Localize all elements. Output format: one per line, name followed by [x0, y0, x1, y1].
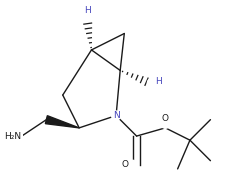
Circle shape: [128, 160, 137, 169]
Circle shape: [83, 12, 92, 21]
Circle shape: [161, 119, 170, 128]
Circle shape: [148, 78, 156, 87]
Text: N: N: [113, 111, 120, 120]
Polygon shape: [45, 116, 79, 128]
Text: H₂N: H₂N: [5, 132, 22, 141]
Text: O: O: [122, 160, 128, 169]
Text: H: H: [84, 7, 91, 15]
Text: H: H: [155, 77, 162, 86]
Text: O: O: [162, 114, 169, 123]
Circle shape: [112, 111, 121, 120]
